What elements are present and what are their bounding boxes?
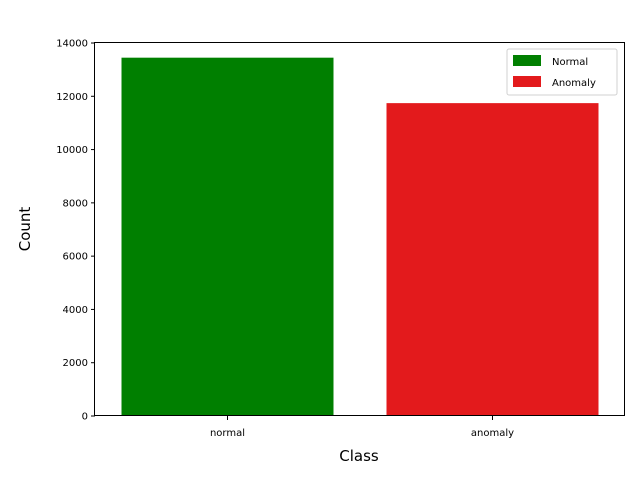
bar-anomaly <box>386 103 599 416</box>
y-tick-label-8000: 8000 <box>63 198 88 209</box>
y-tick-label-14000: 14000 <box>56 39 88 50</box>
y-tick-label-6000: 6000 <box>63 252 88 263</box>
x-axis-label: Class <box>339 447 379 465</box>
y-axis: 0 2000 4000 6000 8000 10000 12000 14000 <box>56 39 95 423</box>
y-axis-label: Count <box>16 207 34 252</box>
legend-swatch-anomaly <box>513 76 541 87</box>
y-tick-label-4000: 4000 <box>63 305 88 316</box>
legend-label-normal: Normal <box>552 57 588 68</box>
legend: Normal Anomaly <box>506 48 618 96</box>
x-axis: normal anomaly <box>210 416 514 439</box>
legend-label-anomaly: Anomaly <box>552 78 596 89</box>
bars-group <box>121 57 599 417</box>
y-tick-label-2000: 2000 <box>63 358 88 369</box>
x-tick-label-normal: normal <box>210 428 245 439</box>
y-tick-label-12000: 12000 <box>56 92 88 103</box>
plot-frame <box>94 42 625 416</box>
y-tick-label-0: 0 <box>82 412 88 423</box>
legend-swatch-normal <box>513 55 541 66</box>
bar-normal <box>121 57 334 417</box>
x-tick-label-anomaly: anomaly <box>471 428 514 439</box>
y-tick-label-10000: 10000 <box>56 145 88 156</box>
